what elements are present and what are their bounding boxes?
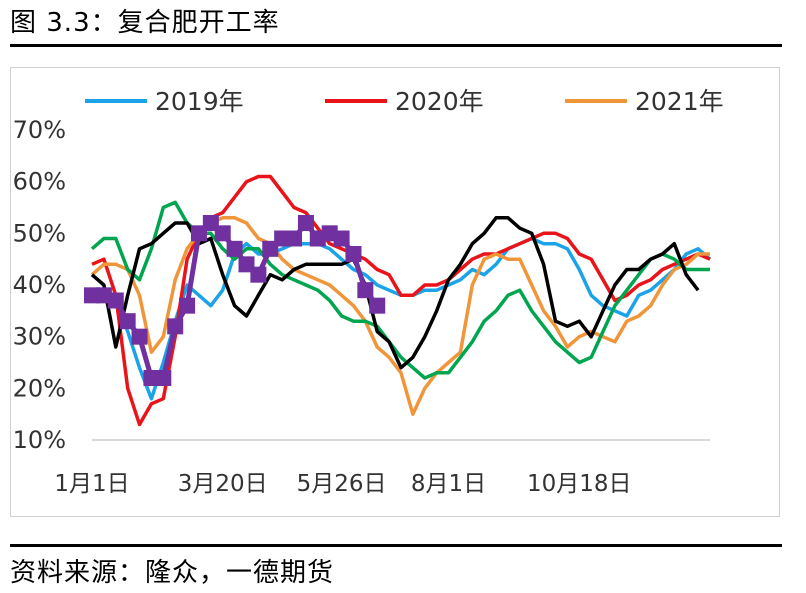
data-point [214,225,231,242]
source-rule [10,544,782,547]
data-point [345,246,362,262]
series-line-2 [90,216,710,416]
legend-label: 2019年 [155,87,244,116]
y-tick-label: 50% [13,219,66,247]
y-tick-label: 30% [13,323,66,351]
data-point [369,297,386,314]
series-group [84,174,712,427]
y-tick-label: 40% [13,271,66,299]
data-point [155,370,172,386]
data-point [107,292,124,309]
source-note: 资料来源：隆众，一德期货 [10,558,335,588]
y-tick-label: 60% [13,168,66,196]
data-point [167,318,184,335]
data-point [226,240,243,257]
series-line-1 [91,174,711,427]
data-point [179,297,196,314]
chart-frame [10,67,780,517]
x-tick-label: 5月26日 [297,471,387,497]
data-point [333,230,350,247]
data-point [286,230,303,247]
y-axis: 70% 60% 50% 40% 30% 20% 10% [13,116,66,454]
data-point [119,313,136,330]
x-tick-label: 3月20日 [178,471,268,497]
x-tick-label: 1月1日 [54,471,129,497]
figure-title: 图 3.3：复合肥开工率 [10,8,280,38]
y-tick-label: 10% [13,426,66,454]
data-point [297,215,314,231]
data-point [250,266,267,283]
y-tick-label: 70% [13,116,66,144]
x-axis: 1月1日 3月20日 5月26日 8月1日 10月18日 [54,471,631,497]
title-rule [10,44,782,47]
data-point [357,282,374,299]
x-tick-label: 10月18日 [527,471,632,497]
legend: 2019年 2020年 2021年 [85,87,724,116]
legend-label: 2020年 [395,87,484,116]
x-tick-label: 8月1日 [411,471,486,497]
data-point [131,328,148,345]
legend-label: 2021年 [635,87,724,116]
y-tick-label: 20% [13,374,66,402]
